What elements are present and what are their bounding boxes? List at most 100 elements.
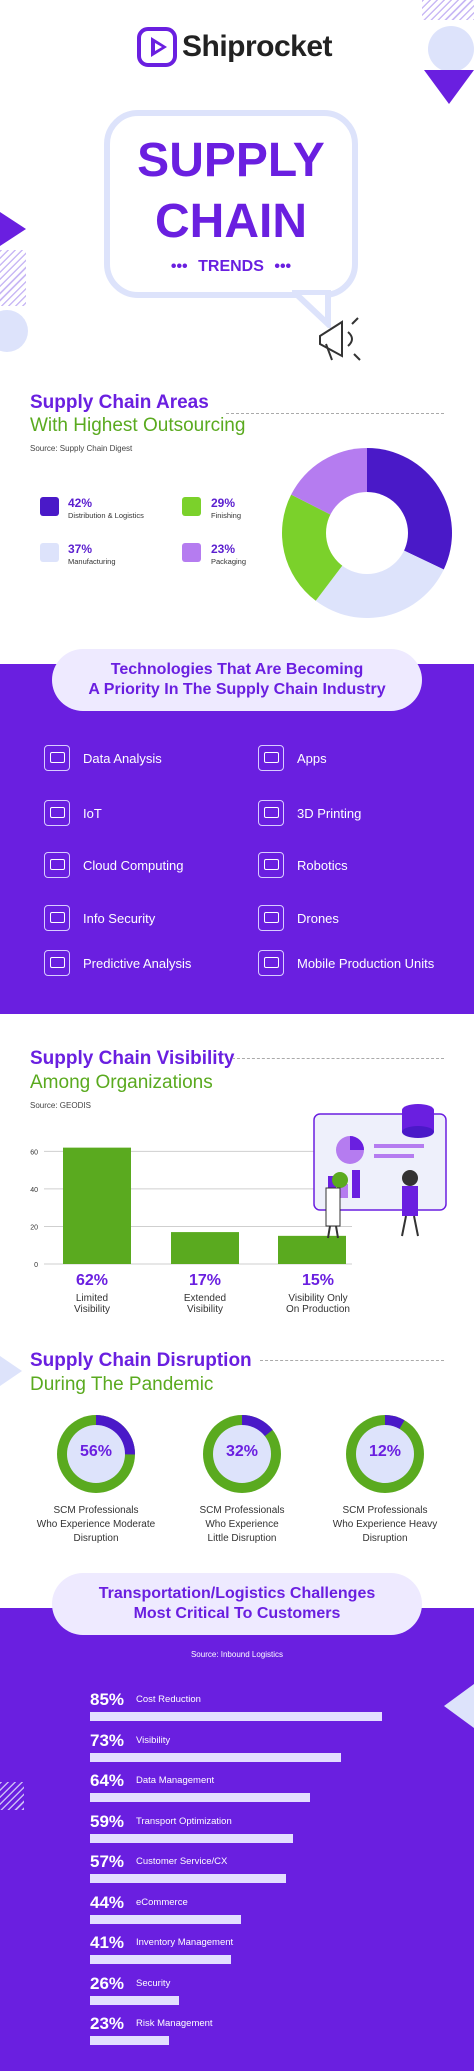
vis-label-line2: Visibility — [74, 1304, 110, 1315]
logistics-title-line1: Transportation/Logistics Challenges — [98, 1585, 376, 1602]
y-tick-label: 40 — [30, 1187, 38, 1194]
logistics-bar-pct: 73% — [90, 1730, 125, 1750]
tech-3d-printing: 3D Printing — [258, 800, 361, 826]
disruption-pct-1: 56% — [79, 1443, 113, 1460]
disruption-pct-2: 32% — [225, 1443, 259, 1460]
disruption-label-1: SCM Professionals Who Experience Moderat… — [26, 1504, 166, 1546]
disruption-label-line: Disruption — [362, 1533, 408, 1544]
logistics-bar-pct: 64% — [90, 1771, 125, 1790]
disruption-label-line: Little Disruption — [207, 1533, 277, 1544]
hero-tag-text: TRENDS — [198, 258, 264, 275]
technologies-title-line2: A Priority In The Supply Chain Industry — [88, 681, 386, 698]
legend-label-packaging: Packaging — [211, 557, 247, 566]
outsourcing-donut — [282, 448, 452, 618]
megaphone-icon — [319, 317, 361, 361]
tech-predictive-analysis: Predictive Analysis — [44, 950, 191, 976]
tech-apps: Apps — [258, 745, 327, 771]
logistics-bar-fill — [90, 1874, 286, 1883]
logistics-bar-fill — [90, 1793, 311, 1802]
logistics-bar-label: Transport Optimization — [136, 1815, 232, 1827]
y-tick-label: 0 — [34, 1262, 38, 1269]
disruption-donut-1 — [57, 1415, 135, 1493]
disruption-label-3: SCM Professionals Who Experience Heavy D… — [315, 1504, 455, 1546]
logistics-bar-fill — [90, 1995, 180, 2005]
cloud-icon — [44, 852, 70, 878]
left-circle-decoration — [0, 310, 28, 352]
vis-label-line2: Visibility — [187, 1304, 223, 1315]
visibility-subtitle: Among Organizations — [30, 1072, 213, 1093]
technologies-section — [0, 664, 474, 1014]
legend-pct-distribution: 42% — [68, 496, 93, 510]
logistics-bar-fill — [90, 1833, 293, 1843]
disruption-label-line: Disruption — [73, 1533, 119, 1544]
data-analysis-icon — [44, 745, 70, 771]
logistics-bar-row: 44% eCommerce — [90, 1893, 410, 1931]
disruption-label-line: Who Experience — [205, 1519, 279, 1530]
legend-label-finishing: Finishing — [211, 511, 242, 520]
donut-slices — [346, 1415, 424, 1493]
disruption-subtitle: During The Pandemic — [30, 1374, 214, 1395]
tech-label: Apps — [297, 750, 327, 766]
vis-label-line1: Extended — [183, 1293, 227, 1304]
tech-label: Data Analysis — [83, 750, 162, 766]
logistics-right-triangle — [444, 1684, 474, 1728]
legend-label-distribution: Distribution & Logistics — [68, 511, 144, 520]
logistics-bar-label: Cost Reduction — [136, 1694, 201, 1705]
outsourcing-source: Source: Supply Chain Digest — [30, 444, 133, 453]
logistics-bar-label: Visibility — [136, 1734, 171, 1746]
logistics-bar-row: 23% Risk Management — [90, 2014, 410, 2052]
tech-label: Drones — [297, 910, 339, 926]
legend-pct-finishing: 29% — [211, 496, 236, 510]
legend-swatch-manufacturing — [40, 543, 59, 562]
legend-label-manufacturing: Manufacturing — [68, 557, 116, 566]
logistics-bar-fill — [90, 1955, 231, 1964]
logistics-bar-fill — [90, 1752, 341, 1762]
corner-stripes — [422, 0, 474, 20]
logistics-source: Source: Inbound Logistics — [190, 1650, 284, 1659]
data-dashboard-illustration — [313, 1104, 447, 1239]
disruption-left-triangle — [0, 1356, 22, 1386]
hero-title-line1: SUPPLY — [137, 134, 325, 187]
printer-icon — [258, 800, 284, 826]
donut-hole — [213, 1425, 271, 1483]
chart-bars — [63, 1147, 346, 1264]
logistics-bar-row: 59% Transport Optimization — [90, 1812, 410, 1850]
disruption-label-line: Who Experience Heavy — [332, 1519, 438, 1530]
disruption-pct-3: 12% — [368, 1443, 402, 1460]
bar-2 — [171, 1232, 239, 1264]
disruption-dashed-line — [260, 1360, 444, 1361]
tech-label: IoT — [83, 805, 102, 821]
logistics-bar-row: 57% Customer Service/CX — [90, 1852, 410, 1890]
disruption-label-line: SCM Professionals — [53, 1505, 139, 1516]
tech-label: Info Security — [83, 910, 156, 926]
header-circle-decoration — [428, 26, 474, 72]
dots-left: ••• — [170, 258, 188, 275]
y-tick-label: 60 — [30, 1149, 38, 1156]
chart-yticks: 0 20 40 60 — [30, 1149, 38, 1269]
outsourcing-title: Supply Chain Areas — [30, 392, 209, 413]
vis-label-line1: Visibility Only — [288, 1293, 348, 1304]
visibility-bar-chart: 0 20 40 60 — [30, 1147, 352, 1269]
vis-label-line1: Limited — [75, 1293, 109, 1304]
legend-pct-manufacturing: 37% — [68, 542, 93, 556]
tech-drones: Drones — [258, 905, 339, 931]
vis-label-line2: On Production — [286, 1304, 350, 1315]
logistics-bar-pct: 23% — [90, 2014, 125, 2033]
bar-1 — [63, 1147, 131, 1264]
left-stripes — [0, 250, 26, 306]
disruption-label-line: Who Experience Moderate — [36, 1519, 156, 1530]
disruption-donut-2 — [203, 1415, 281, 1493]
brand-logo: Shiprocket — [136, 26, 333, 68]
logistics-title-line2: Most Critical To Customers — [133, 1605, 341, 1622]
robot-icon — [258, 852, 284, 878]
vis-pct: 17% — [188, 1272, 222, 1289]
logistics-bar-pct: 44% — [90, 1892, 125, 1912]
tech-info-security: Info Security — [44, 905, 155, 931]
logistics-bar-label: eCommerce — [136, 1896, 188, 1908]
logistics-bar-label: Risk Management — [136, 2018, 213, 2029]
visibility-dashed-line — [232, 1058, 444, 1059]
tech-label: Cloud Computing — [83, 857, 184, 873]
logistics-bar-row: 73% Visibility — [90, 1731, 410, 1769]
header-triangle-decoration — [424, 70, 474, 104]
disruption-label-line: SCM Professionals — [199, 1505, 285, 1516]
